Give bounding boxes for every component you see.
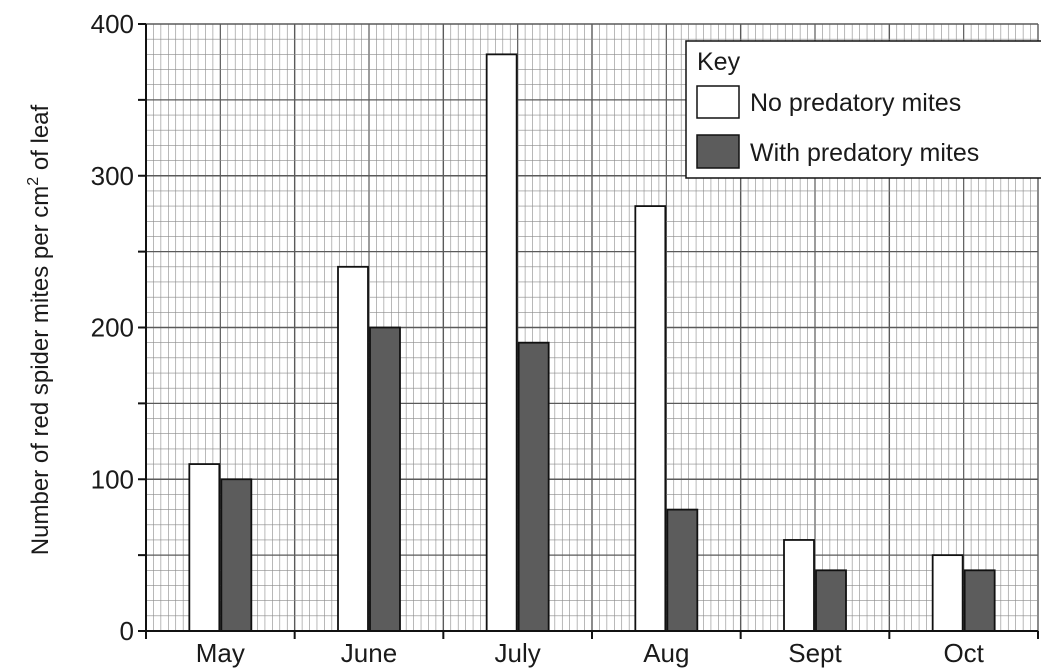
y-axis-label-superscript: 2 (25, 177, 42, 186)
legend-swatch-with-predatory (696, 134, 740, 169)
bar-no-predatory (783, 539, 815, 632)
x-category-label: May (196, 638, 245, 668)
bar-with-predatory (220, 478, 253, 632)
y-tick-label: 100 (91, 464, 134, 494)
chart-axes (138, 23, 1039, 639)
bar-with-predatory (666, 508, 699, 632)
legend-label-no-predatory: No predatory mites (750, 89, 961, 117)
bar-with-predatory (517, 341, 550, 632)
legend-box (685, 40, 1041, 179)
legend-label-with-predatory: With predatory mites (750, 139, 979, 167)
bar-with-predatory (815, 569, 847, 632)
x-category-label: June (341, 638, 397, 668)
x-category-label: Aug (643, 638, 689, 668)
y-tick-label: 400 (91, 9, 134, 39)
bar-no-predatory (634, 205, 667, 632)
y-tick-labels: 0 100 200 300 400 (91, 9, 134, 646)
y-tick-label: 200 (91, 313, 134, 343)
bar-no-predatory (931, 554, 964, 632)
x-category-label: Sept (788, 638, 842, 668)
bar-with-predatory (963, 569, 996, 632)
legend-title: Key (697, 48, 741, 76)
x-category-label: Oct (943, 638, 984, 668)
y-axis-label: Number of red spider mites per cm2 of le… (25, 104, 54, 555)
chart-bars (188, 53, 996, 632)
bar-with-predatory (369, 326, 401, 632)
y-axis-label-main: Number of red spider mites per cm (27, 186, 54, 555)
y-tick-label: 0 (120, 616, 134, 646)
y-tick-label: 300 (91, 161, 134, 191)
bar-no-predatory (337, 265, 369, 632)
x-category-labels: May June July Aug Sept Oct (196, 638, 985, 668)
bar-no-predatory (485, 53, 518, 632)
legend-swatch-no-predatory (696, 85, 740, 119)
bar-no-predatory (188, 463, 221, 632)
x-category-label: July (495, 638, 541, 668)
legend: Key No predatory mites With predatory mi… (685, 40, 1041, 179)
y-axis-label-suffix: of leaf (27, 104, 54, 176)
